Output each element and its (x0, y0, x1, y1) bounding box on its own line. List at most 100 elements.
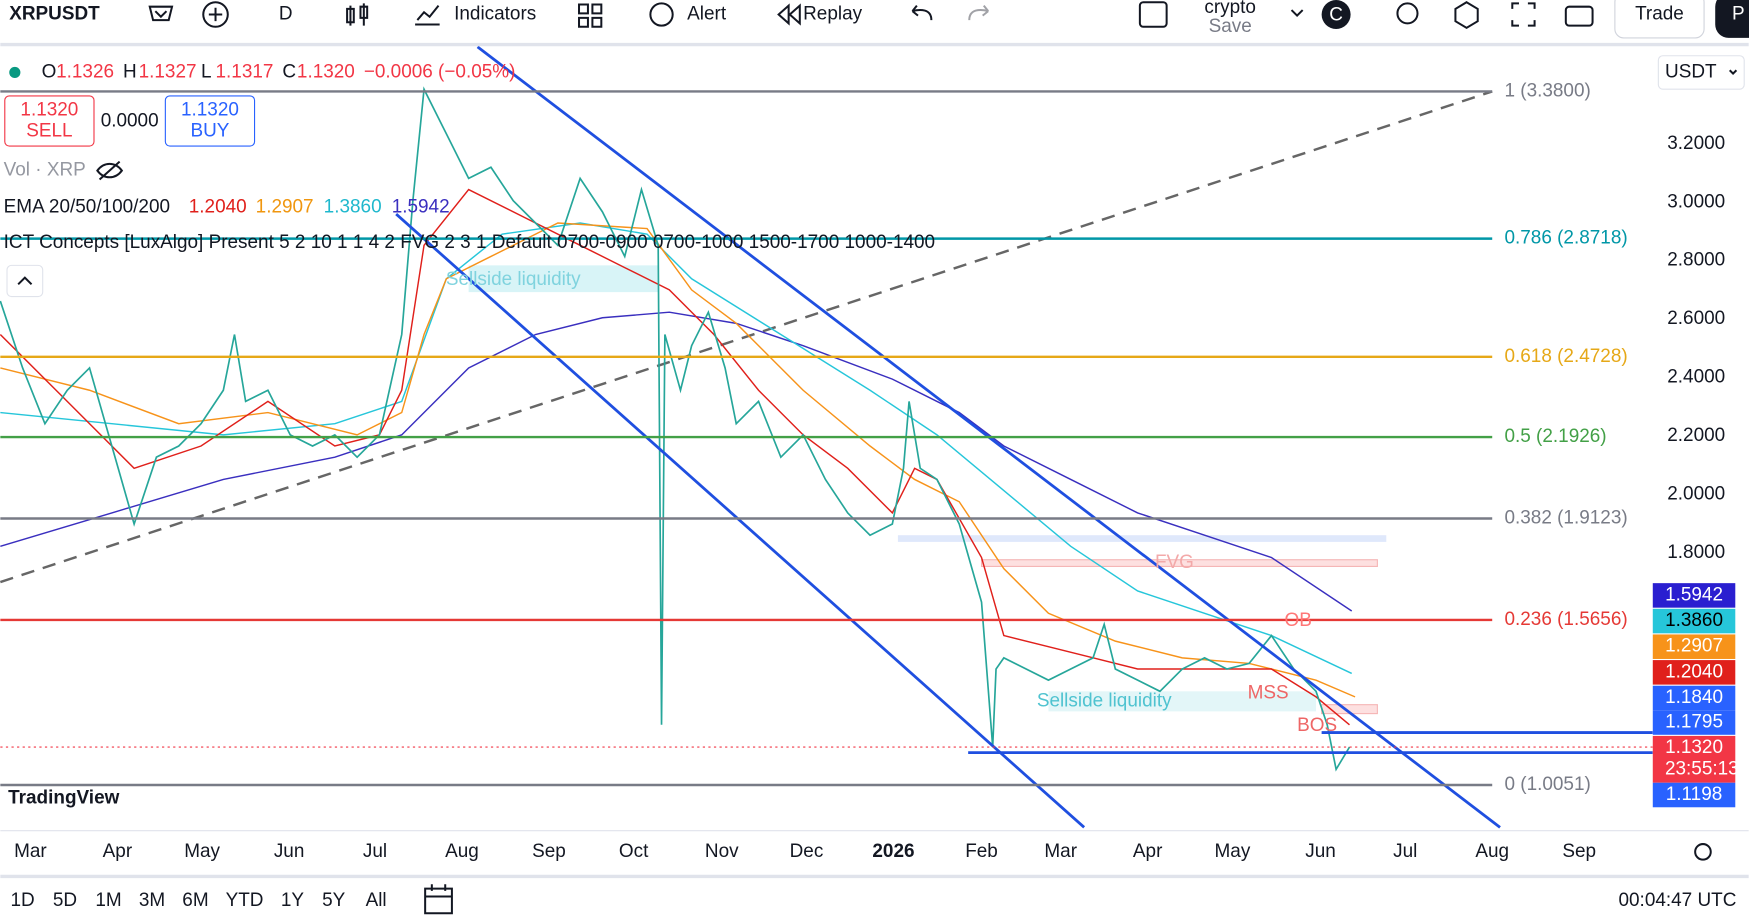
buy-price: 1.1320 (181, 99, 239, 120)
fib-label: 0.786 (2.8718) (1504, 228, 1627, 249)
annotation: FVG (1155, 552, 1194, 573)
ema-value: 1.5942 (392, 196, 450, 217)
price-badge-label: 1.2907 (1665, 636, 1723, 657)
ema-value: 1.3860 (324, 196, 382, 217)
icon[interactable] (148, 5, 174, 22)
range-bar: 1D 5D 1M 3M 6M YTD 1Y 5Y All (11, 890, 387, 911)
layout-icon[interactable] (1138, 1, 1168, 28)
currency-select[interactable] (1657, 55, 1745, 90)
settings-icon[interactable] (1694, 843, 1712, 861)
templates-icon[interactable] (578, 3, 603, 28)
chevron (1729, 69, 1738, 76)
replay-button[interactable]: Replay (803, 3, 862, 24)
clock: 00:04:47 UTC (1618, 890, 1736, 911)
price-tick-label: 2.4000 (1667, 367, 1725, 388)
ohlc-c: 1.1320 (297, 61, 355, 82)
range-button[interactable]: 5D (53, 890, 77, 911)
trade-button[interactable] (1614, 0, 1705, 39)
range-button[interactable]: 1Y (281, 890, 305, 911)
range-button[interactable]: 1M (95, 890, 121, 911)
icon[interactable] (1396, 2, 1419, 25)
price-badge (1652, 735, 1736, 783)
hide-icon[interactable] (96, 160, 124, 181)
chevron (17, 276, 33, 286)
range-button[interactable]: 3M (139, 890, 165, 911)
collapse-button[interactable] (6, 264, 44, 298)
annotation: Sellside liquidity (1037, 690, 1172, 711)
time-tick-label: May (1215, 841, 1251, 862)
alert-icon[interactable] (649, 2, 674, 27)
annotation: MSS (1248, 683, 1289, 704)
time-tick-label: Aug (1475, 841, 1509, 862)
price-candles (0, 86, 1351, 772)
price-tick-label: 3.2000 (1667, 133, 1725, 154)
price-tick-label: 2.6000 (1667, 308, 1725, 329)
range-button[interactable]: 6M (182, 890, 208, 911)
range-button[interactable]: 5Y (322, 890, 346, 911)
zone (897, 535, 1387, 542)
volume-legend: Vol · XRP (4, 160, 86, 181)
indicators-button[interactable]: Indicators (454, 3, 536, 24)
time-tick-label: May (184, 841, 220, 862)
screenshot-icon[interactable] (1564, 5, 1594, 27)
chevron[interactable] (1290, 9, 1304, 18)
liquidity-zone (1048, 691, 1317, 712)
publish-button[interactable] (1715, 0, 1749, 38)
time-tick-label: Dec (790, 841, 824, 862)
ema-100 (0, 222, 1353, 675)
time-tick-label: Jun (1305, 841, 1336, 862)
settings-icon[interactable] (1454, 1, 1479, 30)
price-badge-label: 1.1795 (1665, 712, 1723, 733)
time-tick-label: Sep (532, 841, 566, 862)
range-button[interactable]: All (366, 890, 387, 911)
time-axis: Mar Apr May Jun Jul Aug Sep Oct Nov Dec 2026 Feb Mar… (14, 841, 1596, 862)
range-button[interactable]: 1D (11, 890, 35, 911)
fvg-zone (980, 559, 1378, 567)
ohlc-l-label: L (201, 61, 212, 82)
alert-button[interactable]: Alert (687, 3, 727, 24)
fib-label: 0.5 (2.1926) (1504, 426, 1606, 447)
time-tick-label: Mar (1044, 841, 1077, 862)
replay-icon[interactable] (777, 3, 801, 26)
redo[interactable] (968, 4, 990, 21)
price-badge (1652, 583, 1736, 608)
save-label[interactable]: Save (1209, 16, 1252, 37)
ict-legend: ICT Concepts [LuxAlgo] Present 5 2 10 1 … (4, 232, 935, 253)
publish-label: P (1732, 3, 1745, 24)
icon[interactable] (202, 1, 229, 28)
interval[interactable]: D (279, 3, 293, 24)
date-range-icon[interactable] (424, 884, 453, 915)
price-badge-label: 1.1320 (1665, 737, 1723, 758)
symbol[interactable]: XRPUSDT (9, 3, 100, 24)
fib-label: 1 (3.3800) (1504, 80, 1590, 101)
price-badge (1652, 710, 1736, 735)
price-badge-label: 1.1840 (1665, 687, 1723, 708)
spread: 0.0000 (101, 111, 159, 132)
fib-label: 0.236 (1.5656) (1504, 609, 1627, 630)
time-tick-label: Feb (965, 841, 998, 862)
avatar[interactable] (1321, 0, 1351, 29)
layout-name[interactable]: crypto (1204, 0, 1256, 18)
annotations: Sellside liquidity Sellside liquidity FVG O… (446, 269, 1337, 736)
icon[interactable] (415, 4, 440, 26)
annotation: Sellside liquidity (446, 269, 581, 290)
status-dot (9, 66, 21, 79)
chart-type-icon[interactable] (346, 3, 369, 26)
undo[interactable] (911, 4, 933, 21)
ohlc-h-label: H (123, 61, 137, 82)
chart-area (0, 45, 1653, 829)
range-button[interactable]: YTD (226, 890, 264, 911)
fullscreen-icon[interactable] (1511, 2, 1536, 27)
price-tick-label: 1.8000 (1667, 542, 1725, 563)
toolbar (0, 0, 1749, 45)
price-badge (1652, 634, 1736, 659)
buy-button[interactable] (164, 95, 256, 147)
sell-label: SELL (26, 121, 72, 142)
time-tick-label: Mar (14, 841, 47, 862)
ohlc-o-label: O (42, 61, 57, 82)
buy-label: BUY (190, 121, 229, 142)
sell-button[interactable] (4, 95, 95, 147)
fib-levels: 1 (3.3800) 0.786 (2.8718) 0.618 (2.4728) 0.… (0, 80, 1628, 795)
ohlc-l: 1.1317 (216, 61, 274, 82)
